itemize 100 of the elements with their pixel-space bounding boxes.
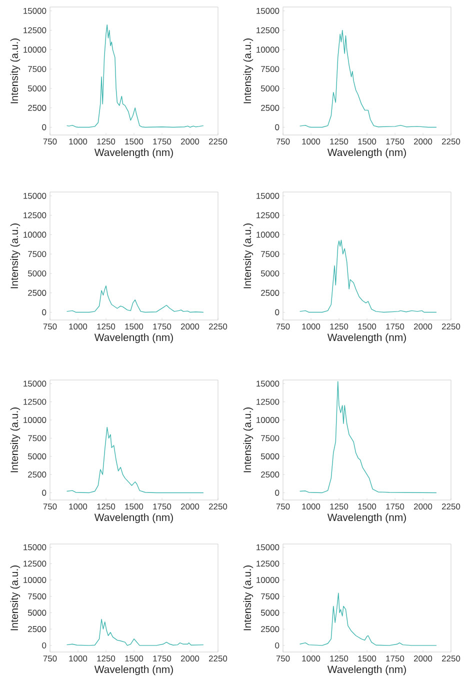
y-tick-label: 5000 <box>28 270 46 276</box>
x-tick-label: 1500 <box>125 656 144 662</box>
y-tick-label: 12500 <box>256 212 280 218</box>
x-tick-label: 2250 <box>209 324 228 330</box>
x-tick-label: 1750 <box>153 324 172 330</box>
x-tick-label: 1250 <box>330 656 348 662</box>
x-tick-label: 2000 <box>414 324 432 330</box>
y-tick-label: 7500 <box>261 251 280 258</box>
y-tick-label: 7500 <box>28 251 46 258</box>
y-tick-label: 5000 <box>28 610 46 616</box>
x-tick-label: 2250 <box>209 138 228 145</box>
x-tick-label: 2250 <box>442 138 460 145</box>
y-axis-title: Intensity (a.u.) <box>10 408 20 472</box>
y-tick-label: 7500 <box>28 66 46 72</box>
x-tick-label: 750 <box>276 324 290 330</box>
x-tick-label: 2250 <box>442 324 460 330</box>
line-series <box>300 592 437 646</box>
y-tick-label: 2500 <box>261 104 280 111</box>
y-axis-title: Intensity (a.u.) <box>10 566 20 630</box>
x-tick-label: 1250 <box>97 656 116 662</box>
x-tick-label: 1000 <box>69 324 88 330</box>
y-axis-title: Intensity (a.u.) <box>10 38 20 104</box>
x-tick-label: 1750 <box>386 324 404 330</box>
y-tick-label: 15000 <box>24 380 46 387</box>
x-tick-label: 2000 <box>414 504 432 510</box>
y-tick-label: 12500 <box>24 398 46 405</box>
y-tick-label: 0 <box>275 490 280 496</box>
y-tick-label: 12500 <box>256 398 280 405</box>
y-tick-label: 10000 <box>256 46 280 53</box>
x-tick-label: 750 <box>276 138 290 145</box>
x-tick-label: 2000 <box>181 138 200 145</box>
x-tick-label: 1250 <box>330 324 348 330</box>
y-tick-label: 2500 <box>261 290 280 296</box>
x-tick-label: 1000 <box>69 656 88 662</box>
x-tick-label: 2250 <box>442 504 460 510</box>
y-tick-label: 0 <box>275 124 280 130</box>
x-tick-label: 1750 <box>153 138 172 145</box>
x-tick-label: 750 <box>276 504 290 510</box>
x-tick-label: 1500 <box>125 504 144 510</box>
y-tick-label: 15000 <box>256 8 280 14</box>
x-axis-title: Wavelength (nm) <box>328 148 406 158</box>
x-tick-label: 1750 <box>386 656 404 662</box>
x-tick-label: 1750 <box>386 504 404 510</box>
x-tick-label: 2000 <box>414 138 432 145</box>
y-tick-label: 5000 <box>28 453 46 460</box>
x-tick-label: 1000 <box>69 504 88 510</box>
y-tick-label: 15000 <box>256 544 280 550</box>
x-axis-title: Wavelength (nm) <box>94 333 174 344</box>
line-series <box>66 426 204 494</box>
x-tick-label: 1500 <box>358 138 376 145</box>
x-tick-label: 1500 <box>358 324 376 330</box>
y-tick-label: 10000 <box>256 577 280 583</box>
x-tick-label: 2250 <box>209 656 228 662</box>
line-series <box>66 618 204 646</box>
y-tick-label: 2500 <box>261 472 280 478</box>
y-tick-label: 2500 <box>28 626 46 632</box>
y-tick-label: 10000 <box>256 232 280 238</box>
y-tick-label: 5000 <box>261 610 280 616</box>
y-tick-label: 0 <box>42 490 46 496</box>
y-tick-label: 0 <box>275 309 280 316</box>
x-tick-label: 1500 <box>358 656 376 662</box>
y-axis-title: Intensity (a.u.) <box>243 38 254 104</box>
y-tick-label: 12500 <box>256 27 280 34</box>
x-axis-title: Wavelength (nm) <box>94 665 174 676</box>
y-axis-title: Intensity (a.u.) <box>243 408 254 472</box>
x-tick-label: 1000 <box>302 324 320 330</box>
y-tick-label: 10000 <box>24 577 46 583</box>
x-tick-label: 2250 <box>209 504 228 510</box>
y-tick-label: 5000 <box>28 85 46 92</box>
x-tick-label: 2250 <box>442 656 460 662</box>
x-tick-label: 1250 <box>330 138 348 145</box>
x-tick-label: 1250 <box>330 504 348 510</box>
x-tick-label: 750 <box>43 138 57 145</box>
x-tick-label: 1500 <box>358 504 376 510</box>
line-series <box>300 30 437 128</box>
y-tick-label: 12500 <box>24 560 46 567</box>
y-axis-title: Intensity (a.u.) <box>243 566 254 630</box>
y-tick-label: 15000 <box>24 8 46 14</box>
y-tick-label: 5000 <box>261 270 280 276</box>
y-tick-label: 2500 <box>28 290 46 296</box>
y-tick-label: 15000 <box>256 380 280 387</box>
x-axis-title: Wavelength (nm) <box>94 148 174 158</box>
line-series <box>300 240 437 313</box>
x-tick-label: 1000 <box>302 656 320 662</box>
y-tick-label: 12500 <box>24 212 46 218</box>
x-axis-title: Wavelength (nm) <box>94 513 174 524</box>
x-tick-label: 1250 <box>97 324 116 330</box>
y-tick-label: 0 <box>275 642 280 648</box>
x-tick-label: 1750 <box>386 138 404 145</box>
y-tick-label: 10000 <box>24 232 46 238</box>
x-axis-title: Wavelength (nm) <box>328 333 406 344</box>
y-tick-label: 5000 <box>261 453 280 460</box>
y-axis-title: Intensity (a.u.) <box>10 224 20 288</box>
x-axis-title: Wavelength (nm) <box>328 665 406 676</box>
y-tick-label: 15000 <box>24 192 46 199</box>
x-tick-label: 1000 <box>302 138 320 145</box>
y-tick-label: 0 <box>42 309 46 316</box>
x-tick-label: 750 <box>276 656 290 662</box>
y-tick-label: 5000 <box>261 85 280 92</box>
x-axis-title: Wavelength (nm) <box>328 513 406 524</box>
